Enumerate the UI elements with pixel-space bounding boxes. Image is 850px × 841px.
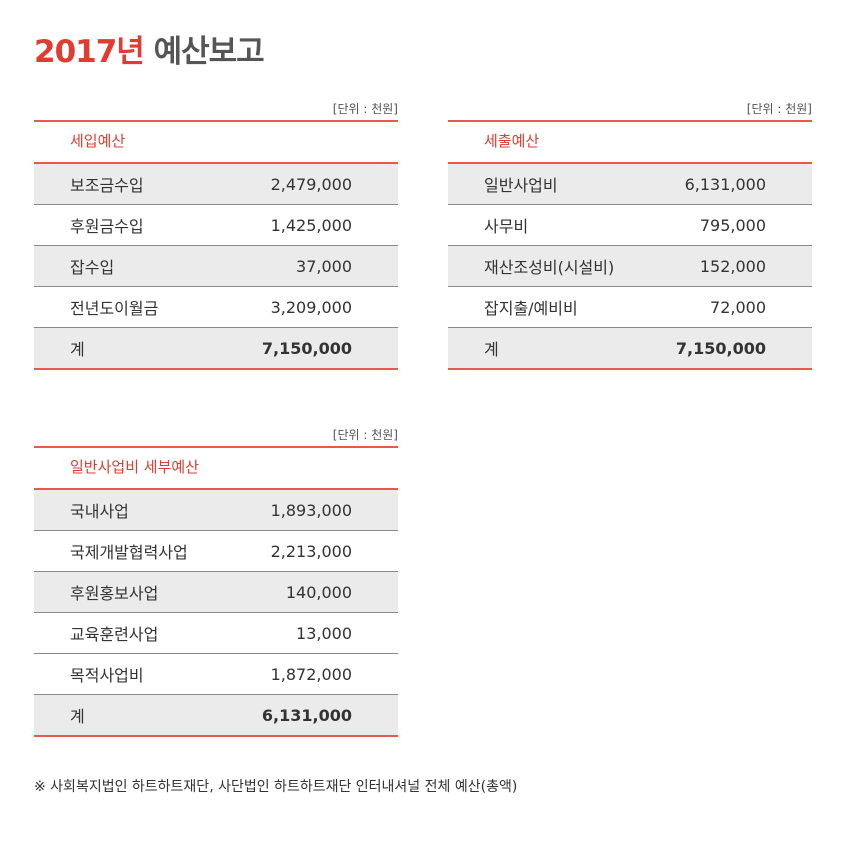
expense-budget-table: [단위 : 천원] 세출예산 일반사업비 6,131,000 사무비 795,0… (448, 98, 812, 370)
row-value: 1,425,000 (270, 215, 352, 235)
unit-label: [단위 : 천원] (332, 102, 398, 116)
row-label: 전년도이월금 (70, 299, 159, 318)
total-value: 6,131,000 (261, 705, 352, 725)
row-label: 후원홍보사업 (70, 584, 159, 603)
income-budget-table: [단위 : 천원] 세입예산 보조금수입 2,479,000 후원금수입 1,4… (34, 98, 398, 370)
row-value: 37,000 (296, 256, 352, 276)
table-row: 잡지출/예비비 72,000 (448, 287, 812, 328)
expense-header: 세출예산 (448, 120, 812, 164)
table-row: 교육훈련사업 13,000 (34, 613, 398, 654)
unit-label: [단위 : 천원] (746, 102, 812, 116)
row-label: 교육훈련사업 (70, 625, 159, 644)
row-value: 6,131,000 (684, 174, 766, 194)
row-value: 1,872,000 (270, 664, 352, 684)
row-label: 국제개발협력사업 (70, 543, 188, 562)
total-row: 계 7,150,000 (448, 328, 812, 370)
table-row: 잡수입 37,000 (34, 246, 398, 287)
table-row: 보조금수입 2,479,000 (34, 164, 398, 205)
row-label: 사무비 (484, 217, 529, 236)
unit-label: [단위 : 천원] (332, 428, 398, 442)
total-row: 계 7,150,000 (34, 328, 398, 370)
total-value: 7,150,000 (261, 338, 352, 358)
total-value: 7,150,000 (675, 338, 766, 358)
page-title: 2017년 예산보고 (34, 30, 265, 74)
table-row: 일반사업비 6,131,000 (448, 164, 812, 205)
table-row: 국제개발협력사업 2,213,000 (34, 531, 398, 572)
row-label: 재산조성비(시설비) (484, 258, 615, 277)
table-row: 국내사업 1,893,000 (34, 490, 398, 531)
row-label: 보조금수입 (70, 176, 144, 195)
row-value: 795,000 (699, 215, 766, 235)
row-label: 잡지출/예비비 (484, 299, 578, 318)
table-row: 사무비 795,000 (448, 205, 812, 246)
table-row: 전년도이월금 3,209,000 (34, 287, 398, 328)
title-text: 예산보고 (153, 34, 265, 70)
row-value: 1,893,000 (270, 500, 352, 520)
row-label: 후원금수입 (70, 217, 144, 236)
detail-budget-table: [단위 : 천원] 일반사업비 세부예산 국내사업 1,893,000 국제개발… (34, 424, 398, 737)
row-value: 3,209,000 (270, 297, 352, 317)
income-header: 세입예산 (34, 120, 398, 164)
row-value: 152,000 (699, 256, 766, 276)
row-value: 2,213,000 (270, 541, 352, 561)
total-label: 계 (70, 340, 85, 359)
table-row: 후원홍보사업 140,000 (34, 572, 398, 613)
table-row: 재산조성비(시설비) 152,000 (448, 246, 812, 287)
total-label: 계 (484, 340, 499, 359)
table-row: 후원금수입 1,425,000 (34, 205, 398, 246)
row-value: 2,479,000 (270, 174, 352, 194)
row-label: 목적사업비 (70, 666, 144, 685)
row-label: 일반사업비 (484, 176, 558, 195)
row-value: 72,000 (710, 297, 766, 317)
total-row: 계 6,131,000 (34, 695, 398, 737)
table-row: 목적사업비 1,872,000 (34, 654, 398, 695)
row-value: 13,000 (296, 623, 352, 643)
footnote: ※ 사회복지법인 하트하트재단, 사단법인 하트하트재단 인터내셔널 전체 예산… (34, 779, 518, 795)
row-value: 140,000 (285, 582, 352, 602)
detail-header: 일반사업비 세부예산 (34, 446, 398, 490)
total-label: 계 (70, 707, 85, 726)
row-label: 국내사업 (70, 502, 129, 521)
title-year: 2017년 (34, 34, 145, 70)
row-label: 잡수입 (70, 258, 115, 277)
